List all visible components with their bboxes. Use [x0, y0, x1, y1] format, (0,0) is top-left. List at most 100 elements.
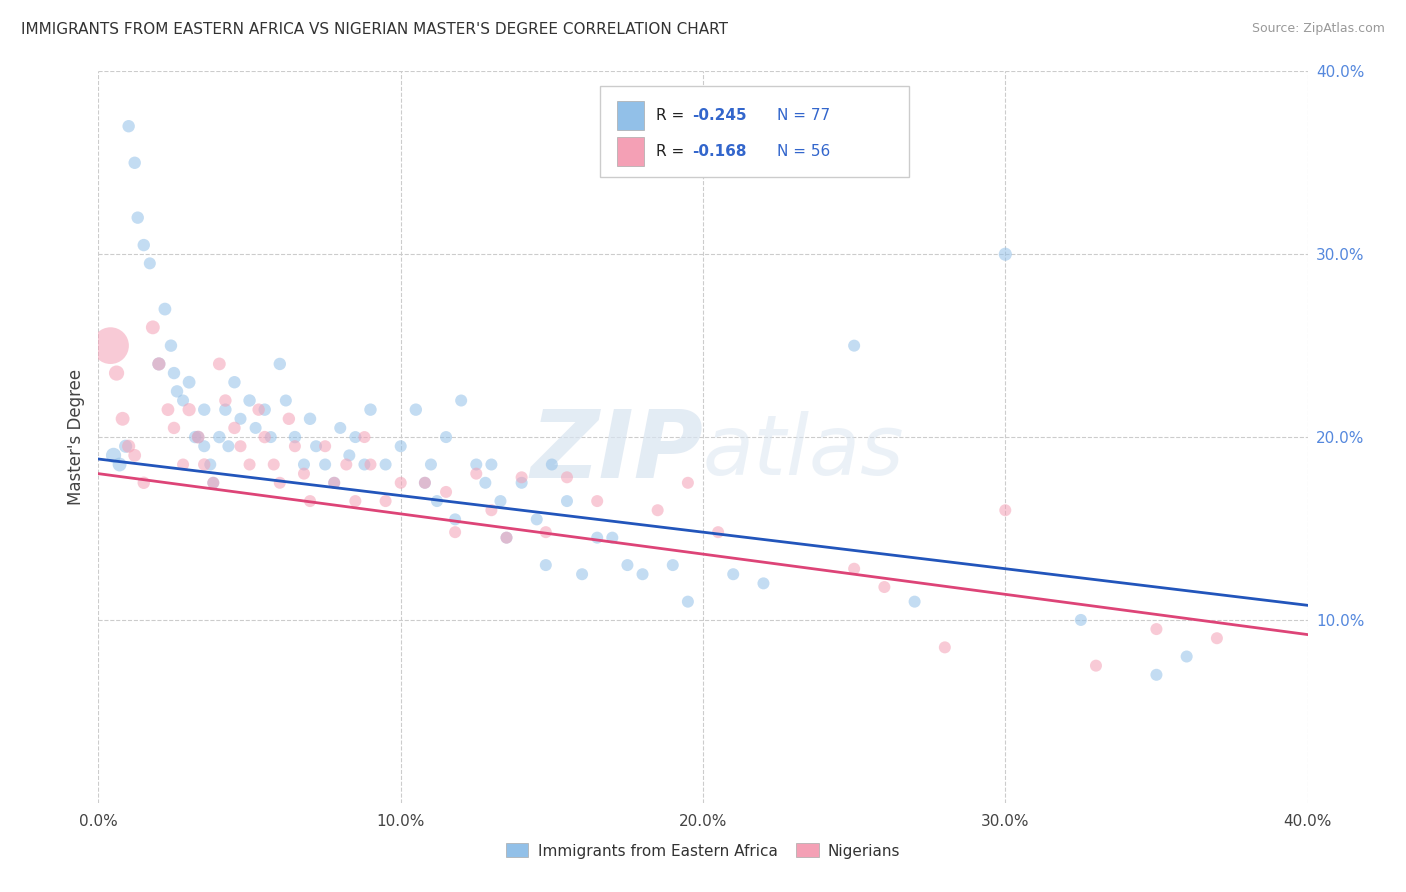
Point — [481, 503, 503, 517]
Point — [114, 439, 136, 453]
Point — [631, 567, 654, 582]
Point — [103, 448, 125, 462]
Point — [405, 402, 427, 417]
Point — [314, 458, 336, 472]
Point — [292, 467, 315, 481]
Point — [844, 338, 866, 352]
Point — [374, 494, 396, 508]
Point — [200, 458, 222, 472]
Point — [245, 421, 267, 435]
Point — [142, 320, 165, 334]
Point — [337, 448, 360, 462]
Point — [555, 470, 578, 484]
Point — [148, 357, 170, 371]
Point — [752, 576, 775, 591]
Point — [676, 475, 699, 490]
Text: IMMIGRANTS FROM EASTERN AFRICA VS NIGERIAN MASTER'S DEGREE CORRELATION CHART: IMMIGRANTS FROM EASTERN AFRICA VS NIGERI… — [21, 22, 728, 37]
Point — [465, 458, 488, 472]
Point — [329, 421, 352, 435]
Point — [284, 430, 307, 444]
Point — [426, 494, 449, 508]
Point — [193, 402, 215, 417]
Point — [224, 421, 246, 435]
Text: atlas: atlas — [703, 411, 904, 492]
Point — [224, 375, 246, 389]
Point — [450, 393, 472, 408]
Point — [139, 256, 162, 270]
Point — [305, 439, 328, 453]
Point — [284, 439, 307, 453]
Point — [156, 402, 179, 417]
Point — [374, 458, 396, 472]
Point — [1144, 667, 1167, 681]
Point — [217, 439, 239, 453]
Point — [202, 475, 225, 490]
Point — [260, 430, 283, 444]
Point — [163, 421, 186, 435]
Point — [434, 485, 457, 500]
Point — [274, 393, 297, 408]
Point — [269, 357, 291, 371]
Point — [994, 247, 1017, 261]
Point — [229, 412, 252, 426]
Point — [214, 402, 236, 417]
Point — [1070, 613, 1092, 627]
Point — [647, 503, 669, 517]
Point — [1144, 622, 1167, 636]
Point — [253, 402, 276, 417]
Point — [602, 531, 624, 545]
Point — [239, 393, 262, 408]
Point — [389, 475, 412, 490]
Point — [434, 430, 457, 444]
Point — [510, 470, 533, 484]
Text: -0.245: -0.245 — [692, 108, 747, 123]
Point — [187, 430, 209, 444]
Point — [571, 567, 593, 582]
Point — [534, 558, 557, 573]
Point — [495, 531, 517, 545]
Point — [873, 580, 896, 594]
Legend: Immigrants from Eastern Africa, Nigerians: Immigrants from Eastern Africa, Nigerian… — [499, 838, 907, 864]
Point — [444, 525, 467, 540]
Point — [420, 458, 443, 472]
Point — [208, 430, 231, 444]
Point — [166, 384, 188, 399]
Point — [344, 430, 367, 444]
Point — [127, 211, 149, 225]
Point — [105, 366, 128, 380]
Point — [495, 531, 517, 545]
Point — [934, 640, 956, 655]
Point — [132, 475, 155, 490]
Point — [481, 458, 503, 472]
Point — [1206, 632, 1229, 646]
Point — [187, 430, 209, 444]
Point — [994, 503, 1017, 517]
Point — [344, 494, 367, 508]
Text: -0.168: -0.168 — [692, 145, 747, 160]
Point — [555, 494, 578, 508]
Point — [474, 475, 496, 490]
Point — [586, 531, 609, 545]
Text: R =: R = — [655, 145, 689, 160]
Point — [661, 558, 683, 573]
Point — [124, 448, 146, 462]
FancyBboxPatch shape — [617, 101, 644, 130]
Point — [172, 458, 194, 472]
Point — [707, 525, 730, 540]
FancyBboxPatch shape — [600, 86, 908, 178]
Point — [676, 594, 699, 608]
Point — [108, 458, 131, 472]
Point — [413, 475, 436, 490]
Point — [353, 430, 375, 444]
Point — [118, 439, 141, 453]
Point — [118, 120, 141, 134]
Point — [124, 156, 146, 170]
Point — [263, 458, 285, 472]
Point — [247, 402, 270, 417]
Point — [277, 412, 299, 426]
Text: N = 77: N = 77 — [776, 108, 830, 123]
Point — [299, 494, 322, 508]
Point — [299, 412, 322, 426]
Point — [179, 402, 201, 417]
Point — [489, 494, 512, 508]
